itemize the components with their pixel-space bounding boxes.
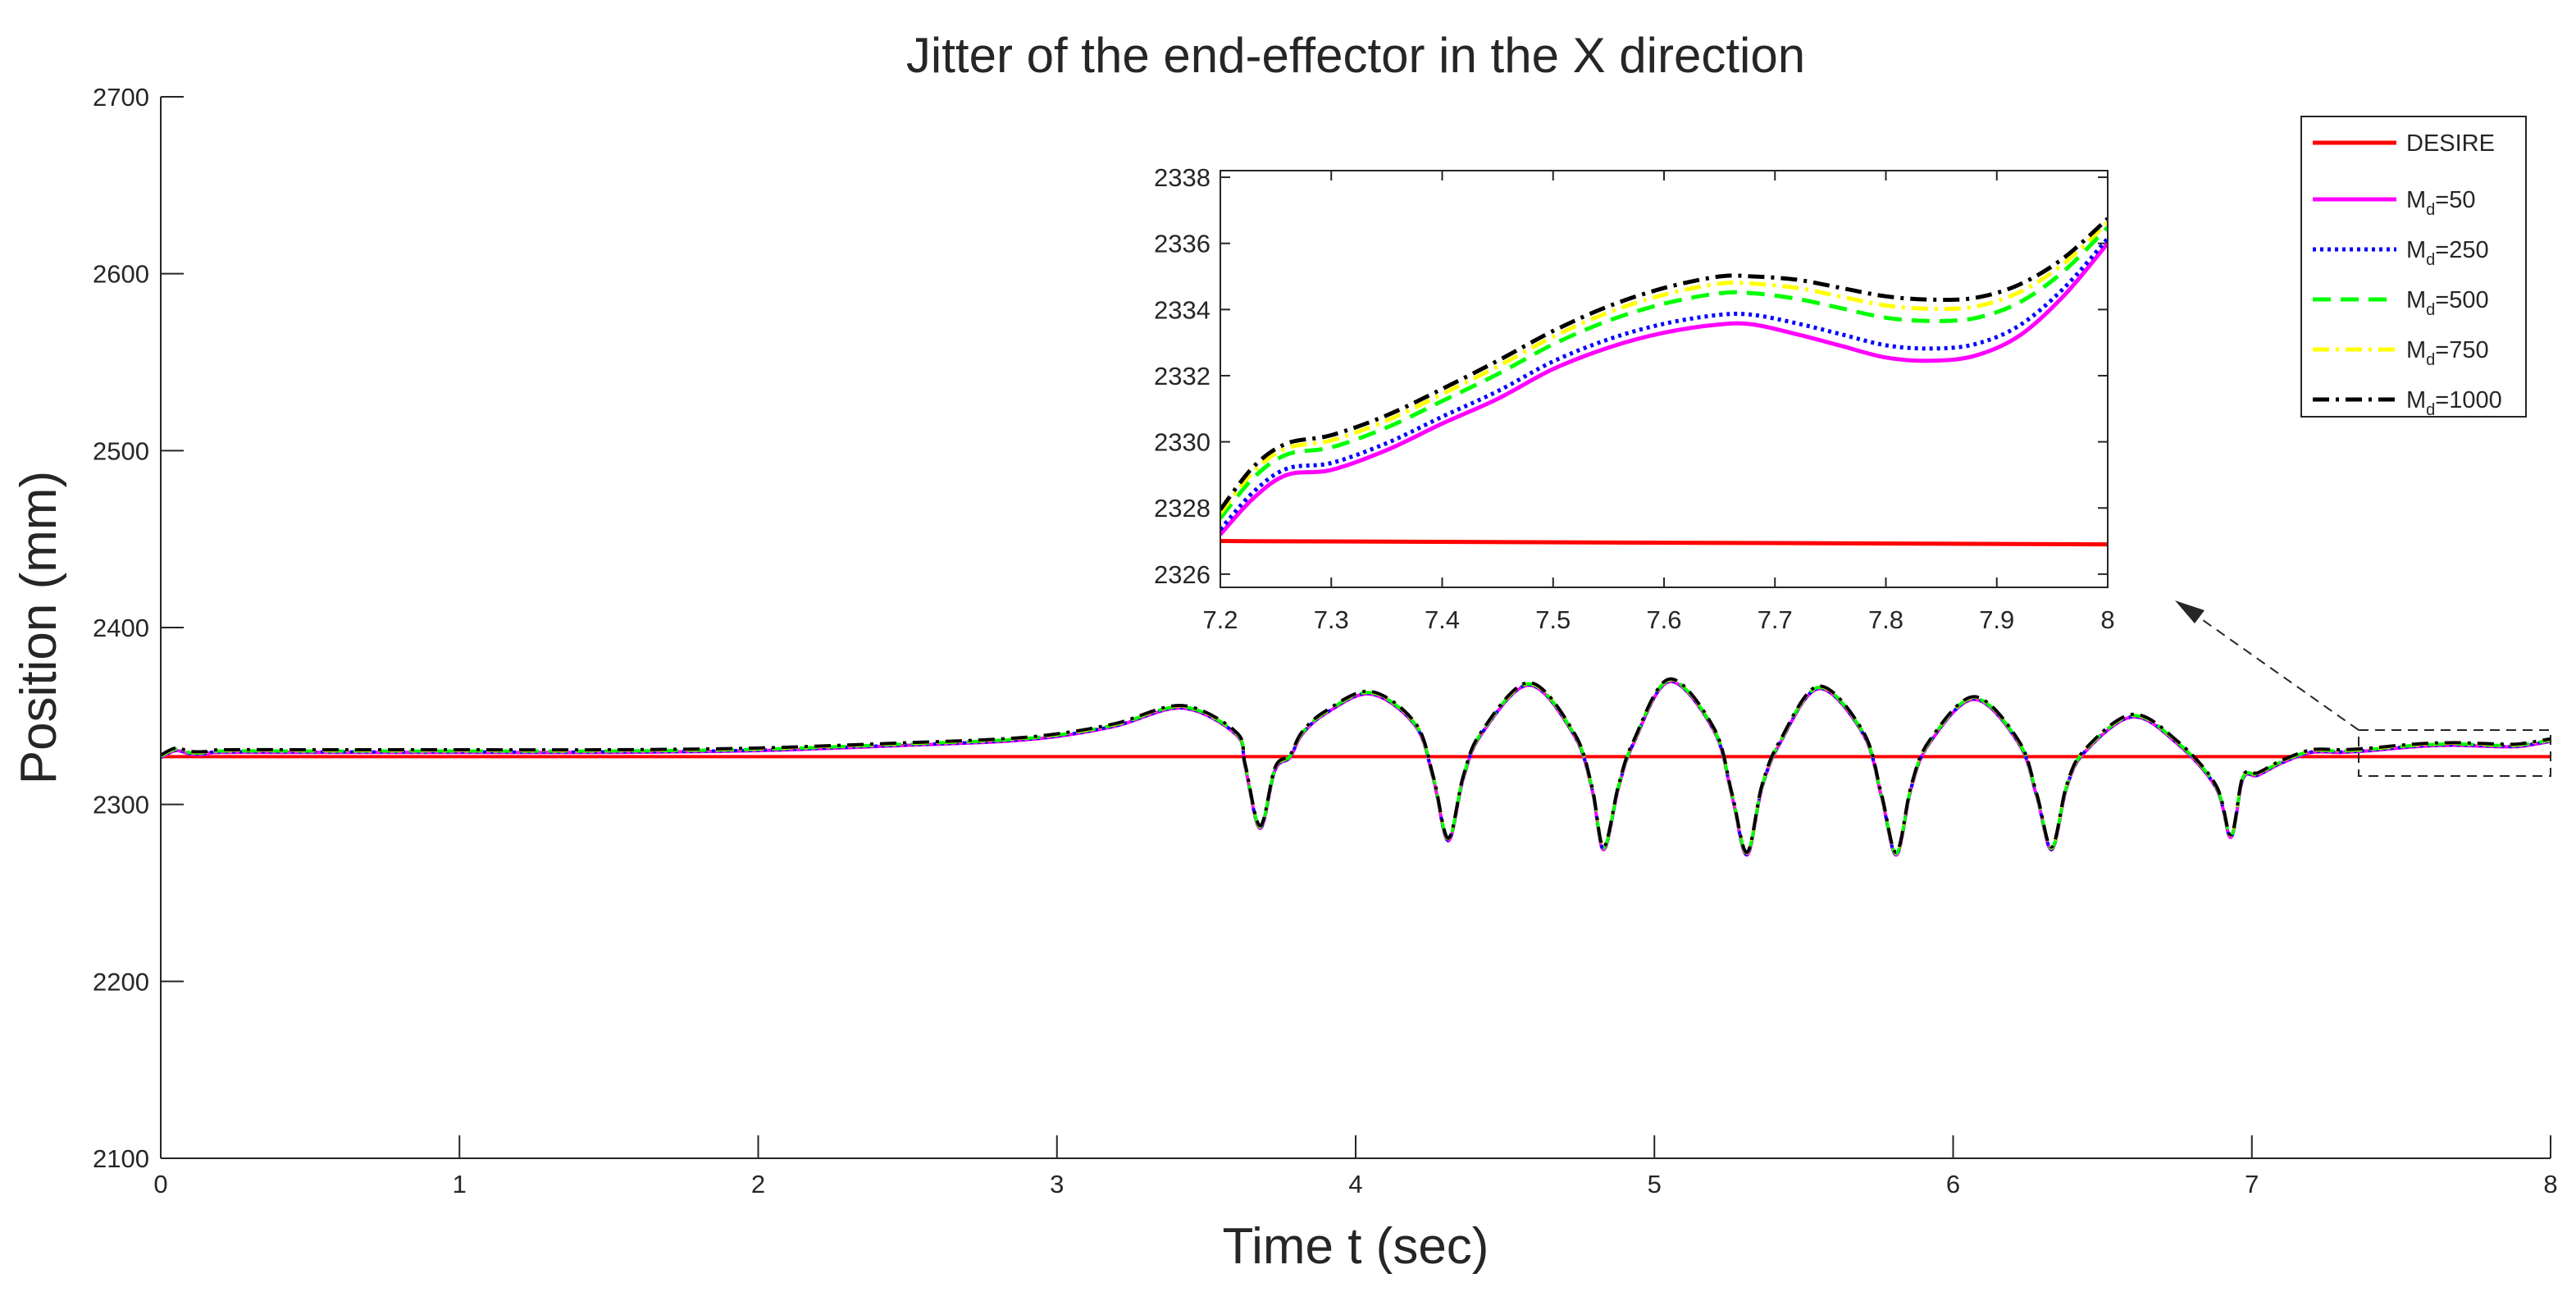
inset-y-tick-label: 2326 <box>1154 560 1210 589</box>
inset-series-line-4 <box>1220 221 2108 515</box>
inset-plot-area <box>1220 170 2109 588</box>
x-tick-label: 7 <box>2245 1170 2259 1198</box>
y-axis-label: Position (mm) <box>11 471 67 784</box>
inset-x-tick-label: 7.4 <box>1425 605 1460 634</box>
inset-x-tick-label: 7.7 <box>1758 605 1793 634</box>
inset-series-line-5 <box>1220 217 2108 511</box>
inset-y-tick-label: 2334 <box>1154 295 1210 324</box>
inset-x-tick-label: 7.2 <box>1202 605 1238 634</box>
legend-label-4: Md=750 <box>2406 337 2489 369</box>
inset-x-tick-label: 7.3 <box>1314 605 1349 634</box>
main-series-lines <box>161 677 2551 857</box>
legend: DESIRE Md=50 Md=250 Md=500 Md=750 Md=1000 <box>2300 116 2527 419</box>
inset-frame <box>1220 170 2109 588</box>
inset-y-tick-label: 2338 <box>1154 163 1210 192</box>
inset-y-tick-label: 2330 <box>1154 428 1210 457</box>
inset-x-tick-label: 7.6 <box>1646 605 1681 634</box>
x-tick-label: 5 <box>1648 1170 1662 1198</box>
inset-y-tick-label: 2332 <box>1154 362 1210 390</box>
inset-x-tick-label: 7.8 <box>1868 605 1904 634</box>
zoom-arrow-head <box>2175 600 2204 623</box>
inset-series-lines <box>1220 217 2108 547</box>
y-tick-label: 2500 <box>93 436 149 465</box>
series-line-3 <box>161 678 2551 856</box>
y-tick-label: 2400 <box>93 614 149 642</box>
legend-label-1: Md=50 <box>2406 187 2476 219</box>
main-ticks: 0 1 2 3 4 5 6 7 8 2100 2200 2300 2400 2500 2600 2700 <box>93 83 2558 1198</box>
inset-x-tick-label: 7.9 <box>1979 605 2014 634</box>
inset-series-line-1 <box>1220 242 2108 536</box>
zoom-arrow-line <box>2191 611 2359 731</box>
inset-x-tick-label: 8 <box>2100 605 2114 634</box>
x-tick-label: 1 <box>453 1170 467 1198</box>
legend-label-5: Md=1000 <box>2406 387 2502 419</box>
x-tick-label: 6 <box>1946 1170 1960 1198</box>
legend-label-3: Md=500 <box>2406 287 2489 319</box>
x-axis-label: Time t (sec) <box>1223 1218 1489 1275</box>
y-tick-label: 2200 <box>93 967 149 996</box>
legend-label-0: DESIRE <box>2406 130 2495 157</box>
y-tick-label: 2700 <box>93 83 149 112</box>
x-tick-label: 4 <box>1348 1170 1362 1198</box>
legend-label-2: Md=250 <box>2406 237 2489 269</box>
x-tick-label: 0 <box>153 1170 167 1198</box>
inset-y-tick-label: 2336 <box>1154 230 1210 258</box>
y-tick-label: 2600 <box>93 260 149 289</box>
inset-y-tick-label: 2328 <box>1154 494 1210 523</box>
inset-series-line-2 <box>1220 237 2108 532</box>
legend-box <box>2300 116 2527 418</box>
inset-series-line-3 <box>1220 226 2108 520</box>
x-tick-label: 3 <box>1050 1170 1064 1198</box>
inset-x-tick-label: 7.5 <box>1535 605 1571 634</box>
y-tick-label: 2300 <box>93 791 149 819</box>
x-tick-label: 8 <box>2543 1170 2557 1198</box>
y-tick-label: 2100 <box>93 1144 149 1173</box>
chart-title: Jitter of the end-effector in the X dire… <box>906 28 1805 83</box>
inset-ticks: 7.2 7.3 7.4 7.5 7.6 7.7 7.8 7.9 8 2326 2328 2330 233… <box>1154 163 2115 634</box>
inset-series-line-0 <box>1220 539 2108 547</box>
x-tick-label: 2 <box>751 1170 765 1198</box>
zoom-region-box <box>2358 729 2551 777</box>
